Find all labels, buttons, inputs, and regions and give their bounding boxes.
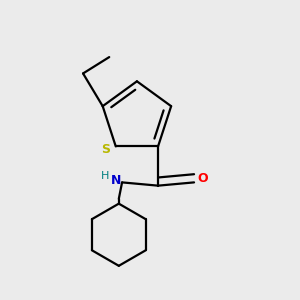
Text: N: N (111, 174, 122, 187)
Text: S: S (101, 143, 110, 156)
Text: H: H (101, 172, 109, 182)
Text: O: O (197, 172, 208, 185)
